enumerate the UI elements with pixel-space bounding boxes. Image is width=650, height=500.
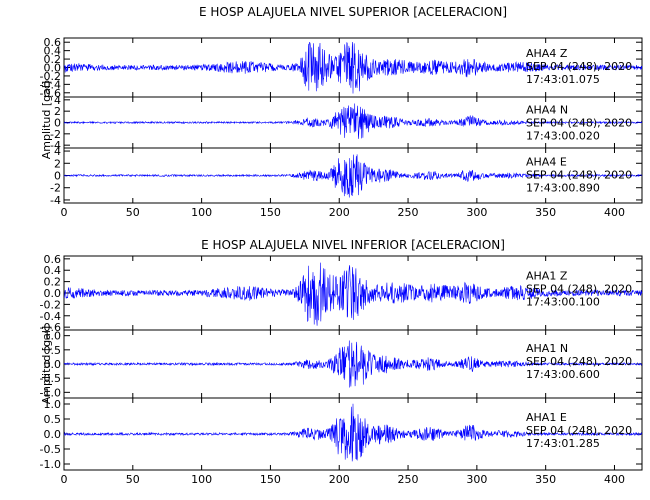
y-tick-label: 0.0 (44, 428, 62, 441)
date-label: SEP 04 (248), 2020 (526, 355, 632, 368)
y-tick-label: -0.2 (40, 298, 61, 311)
station-label: AHA4 E (526, 156, 567, 169)
x-tick-label: 50 (126, 206, 140, 219)
x-tick-label: 350 (535, 206, 556, 219)
y-tick-label: 0.2 (44, 53, 62, 66)
trace-aha1-e (63, 403, 643, 462)
y-tick-label: -0.4 (40, 78, 61, 91)
y-tick-label: 0.4 (44, 45, 62, 58)
y-tick-label: -1.0 (40, 386, 61, 399)
y-tick-label: -0.2 (40, 70, 61, 83)
y-tick-label: 0.0 (44, 62, 62, 75)
y-tick-label: 0 (54, 117, 61, 130)
upper-chart-title: E HOSP ALAJUELA NIVEL SUPERIOR [ACELERAC… (199, 5, 507, 19)
y-tick-label: 1.0 (44, 330, 62, 343)
upper-y-axis-label: Amplitud [gal] (40, 81, 53, 159)
trace-aha4-e (63, 154, 643, 198)
y-tick-label: -0.4 (40, 310, 61, 323)
x-tick-label: 250 (398, 206, 419, 219)
x-tick-label: 100 (191, 473, 212, 486)
x-tick-label: 150 (260, 206, 281, 219)
y-tick-label: 0.0 (44, 358, 62, 371)
y-tick-label: 0.5 (44, 413, 62, 426)
y-tick-label: 0 (54, 170, 61, 183)
time-label: 17:43:00.600 (526, 368, 600, 381)
station-label: AHA1 Z (526, 270, 568, 283)
station-label: AHA4 N (526, 103, 568, 116)
trace-aha4-n (63, 103, 643, 139)
x-tick-label: 0 (61, 206, 68, 219)
lower-chart-title: E HOSP ALAJUELA NIVEL INFERIOR [ACELERAC… (201, 238, 505, 252)
x-tick-label: 300 (466, 206, 487, 219)
y-tick-label: -0.5 (40, 443, 61, 456)
x-tick-label: 350 (535, 473, 556, 486)
y-tick-label: 0.5 (44, 344, 62, 357)
x-tick-label: 50 (126, 473, 140, 486)
station-label: AHA1 E (526, 411, 567, 424)
time-label: 17:43:01.075 (526, 73, 600, 86)
station-label: AHA4 Z (526, 47, 568, 60)
x-tick-label: 400 (604, 473, 625, 486)
trace-aha1-z (63, 262, 643, 326)
y-tick-label: -0.6 (40, 321, 61, 334)
x-tick-label: 200 (329, 473, 350, 486)
date-label: SEP 04 (248), 2020 (526, 60, 632, 73)
y-tick-label: 0.0 (44, 287, 62, 300)
station-label: AHA1 N (526, 342, 568, 355)
y-tick-label: 0.6 (44, 253, 62, 266)
y-tick-label: 2 (54, 105, 61, 118)
y-tick-label: 1.0 (44, 398, 62, 411)
x-tick-label: 0 (61, 473, 68, 486)
y-tick-label: -0.6 (40, 87, 61, 100)
time-label: 17:43:00.020 (526, 129, 600, 142)
x-tick-label: 100 (191, 206, 212, 219)
date-label: SEP 04 (248), 2020 (526, 424, 632, 437)
date-label: SEP 04 (248), 2020 (526, 283, 632, 296)
y-tick-label: -4 (50, 194, 61, 207)
y-tick-label: -2 (50, 182, 61, 195)
time-label: 17:43:00.100 (526, 296, 600, 309)
y-tick-label: 4 (54, 94, 61, 107)
y-tick-label: -0.5 (40, 372, 61, 385)
y-tick-label: 4 (54, 145, 61, 158)
lower-y-axis-label: Amplitud [gal] (40, 326, 53, 404)
date-label: SEP 04 (248), 2020 (526, 169, 632, 182)
y-tick-label: -1.0 (40, 458, 61, 471)
trace-aha4-z (63, 41, 643, 94)
x-tick-label: 400 (604, 206, 625, 219)
y-tick-label: -2 (50, 128, 61, 141)
date-label: SEP 04 (248), 2020 (526, 116, 632, 129)
x-tick-label: 250 (398, 473, 419, 486)
y-tick-label: 0.2 (44, 276, 62, 289)
y-tick-label: 2 (54, 157, 61, 170)
time-label: 17:43:01.285 (526, 437, 600, 450)
time-label: 17:43:00.890 (526, 182, 600, 195)
x-tick-label: 300 (466, 473, 487, 486)
trace-aha1-n (63, 340, 643, 388)
y-tick-label: 0.6 (44, 36, 62, 49)
x-tick-label: 200 (329, 206, 350, 219)
y-tick-label: 0.4 (44, 264, 62, 277)
x-tick-label: 150 (260, 473, 281, 486)
y-tick-label: -4 (50, 139, 61, 152)
